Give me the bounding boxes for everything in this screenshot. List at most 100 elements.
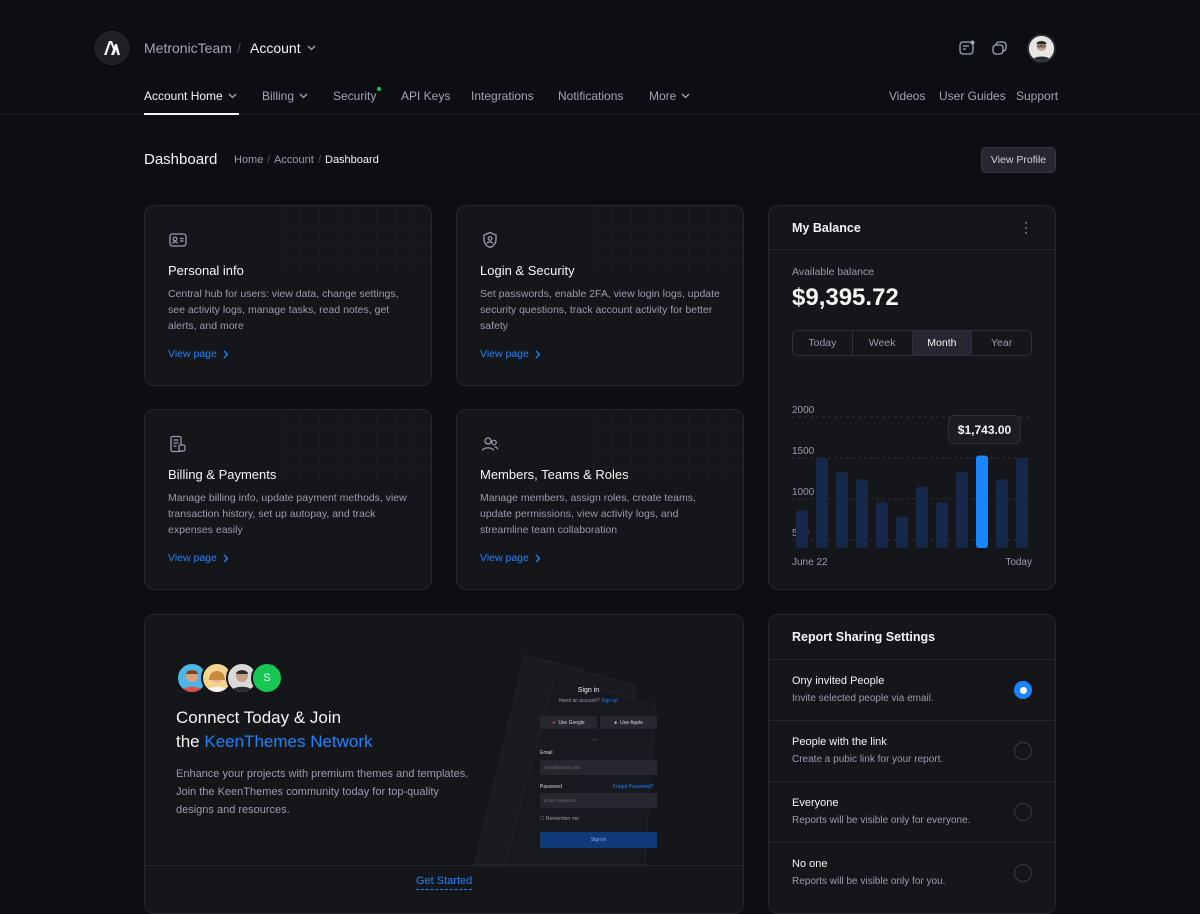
view-page-link[interactable]: View page	[168, 552, 229, 564]
receipt-icon	[170, 435, 186, 453]
nav-account-home[interactable]: Account Home	[144, 89, 237, 103]
promo-description: Enhance your projects with premium theme…	[176, 768, 469, 816]
option-radio[interactable]	[1014, 742, 1032, 760]
nav-active-indicator	[144, 113, 239, 115]
view-page-link[interactable]: View page	[480, 552, 541, 564]
chart-tooltip: $1,743.00	[948, 415, 1021, 444]
sharing-option[interactable]: Everyone Reports will be visible only fo…	[769, 781, 1055, 842]
promo-card: S Connect Today & Join the KeenThemes Ne…	[144, 614, 744, 914]
nav-videos[interactable]: Videos	[889, 89, 926, 103]
option-title: No one	[792, 858, 828, 870]
period-month[interactable]: Month	[912, 331, 973, 355]
mock-email-label: Email	[540, 750, 553, 756]
more-menu-icon[interactable]: ⋮	[1019, 219, 1033, 235]
option-radio[interactable]	[1014, 681, 1032, 699]
nav-api-keys[interactable]: API Keys	[401, 89, 450, 103]
card-login-security[interactable]: Login & Security Set passwords, enable 2…	[456, 205, 744, 386]
bar-highlighted[interactable]	[976, 455, 988, 548]
mock-signin-button: Sign in	[540, 832, 657, 848]
notification-chat-icon[interactable]	[958, 39, 976, 57]
chevron-right-icon	[223, 554, 229, 562]
period-year[interactable]: Year	[991, 337, 1013, 349]
x-start-label: June 22	[792, 557, 828, 568]
bar[interactable]	[1016, 457, 1028, 548]
chevron-right-icon	[535, 350, 541, 358]
nav-billing[interactable]: Billing	[262, 89, 308, 103]
header-separator: /	[237, 40, 241, 56]
bar[interactable]	[876, 502, 888, 548]
option-description: Create a pubic link for your report.	[792, 754, 944, 765]
sharing-option[interactable]: Ony invited People Invite selected peopl…	[769, 659, 1055, 720]
mock-google-button: ● Use Google	[540, 716, 597, 729]
sharing-option[interactable]: No one Reports will be visible only for …	[769, 842, 1055, 903]
signin-mockup: Sign in Need an account? Sign up ● Use Go…	[530, 675, 665, 855]
nav-label: Account Home	[144, 89, 223, 103]
link-label: View page	[480, 552, 529, 564]
mock-google-label: Use Google	[558, 719, 585, 726]
option-title: People with the link	[792, 736, 887, 748]
user-avatar[interactable]	[1027, 34, 1056, 63]
avatar-photo-icon	[181, 670, 203, 692]
bar[interactable]	[856, 479, 868, 548]
nav-security[interactable]: Security	[333, 89, 376, 103]
logo[interactable]	[95, 31, 129, 65]
promo-title-prefix: the	[176, 732, 205, 751]
member-avatar	[201, 662, 233, 694]
bar[interactable]	[956, 471, 968, 548]
nav-integrations[interactable]: Integrations	[471, 89, 534, 103]
mock-forgot-link: Forgot Password?	[613, 784, 654, 790]
y-tick-label: 2000	[792, 405, 815, 416]
nav-label: Billing	[262, 89, 295, 103]
available-balance-label: Available balance	[792, 266, 875, 278]
period-week[interactable]: Week	[853, 331, 913, 355]
mock-signup-link: Sign up	[601, 698, 618, 704]
get-started-link[interactable]: Get Started	[416, 875, 473, 890]
option-radio[interactable]	[1014, 803, 1032, 821]
bar[interactable]	[816, 457, 828, 548]
mock-remember-label: Remember me	[545, 816, 579, 822]
balance-header: My Balance ⋮	[769, 206, 1055, 250]
nav-label: More	[649, 89, 677, 103]
bar[interactable]	[836, 471, 848, 548]
nav-more[interactable]: More	[649, 89, 690, 103]
breadcrumb-account[interactable]: Account	[274, 154, 314, 166]
card-members-teams[interactable]: Members, Teams & Roles Manage members, a…	[456, 409, 744, 590]
mock-password-input: Enter Password	[540, 793, 657, 808]
option-description: Reports will be visible only for everyon…	[792, 815, 971, 826]
view-page-link[interactable]: View page	[168, 348, 229, 360]
card-billing-payments[interactable]: Billing & Payments Manage billing info, …	[144, 409, 432, 590]
nav-user-guides[interactable]: User Guides	[939, 89, 1006, 103]
period-today[interactable]: Today	[793, 331, 853, 355]
view-page-link[interactable]: View page	[480, 348, 541, 360]
option-radio[interactable]	[1014, 864, 1032, 882]
team-name[interactable]: MetronicTeam	[144, 40, 232, 56]
card-title: Login & Security	[480, 263, 575, 278]
chevron-right-icon	[535, 554, 541, 562]
card-pattern	[281, 410, 431, 480]
account-label: Account	[250, 40, 301, 56]
promo-footer	[145, 865, 743, 913]
mock-need-account: Need an account? Sign up	[530, 698, 647, 704]
view-profile-button[interactable]: View Profile	[981, 147, 1056, 173]
bar[interactable]	[796, 510, 808, 548]
nav-support[interactable]: Support	[1016, 89, 1059, 103]
card-personal-info[interactable]: Personal info Central hub for users: vie…	[144, 205, 432, 386]
bar[interactable]	[996, 479, 1008, 548]
nav-label: API Keys	[401, 89, 451, 103]
sharing-option[interactable]: People with the link Create a pubic link…	[769, 720, 1055, 781]
bar[interactable]	[896, 516, 908, 548]
bar[interactable]	[916, 486, 928, 548]
y-tick-label: 1000	[792, 487, 815, 498]
option-description: Reports will be visible only for you.	[792, 876, 946, 887]
messages-icon[interactable]	[991, 39, 1009, 57]
user-avatar-icon	[1029, 36, 1054, 61]
breadcrumb-home[interactable]: Home	[234, 154, 264, 166]
bar[interactable]	[936, 502, 948, 548]
account-switcher[interactable]: Account	[250, 40, 316, 56]
card-title: Members, Teams & Roles	[480, 467, 629, 482]
card-pattern	[281, 206, 431, 276]
nav-notifications[interactable]: Notifications	[558, 89, 623, 103]
users-icon	[481, 437, 499, 451]
link-label: View page	[480, 348, 529, 360]
